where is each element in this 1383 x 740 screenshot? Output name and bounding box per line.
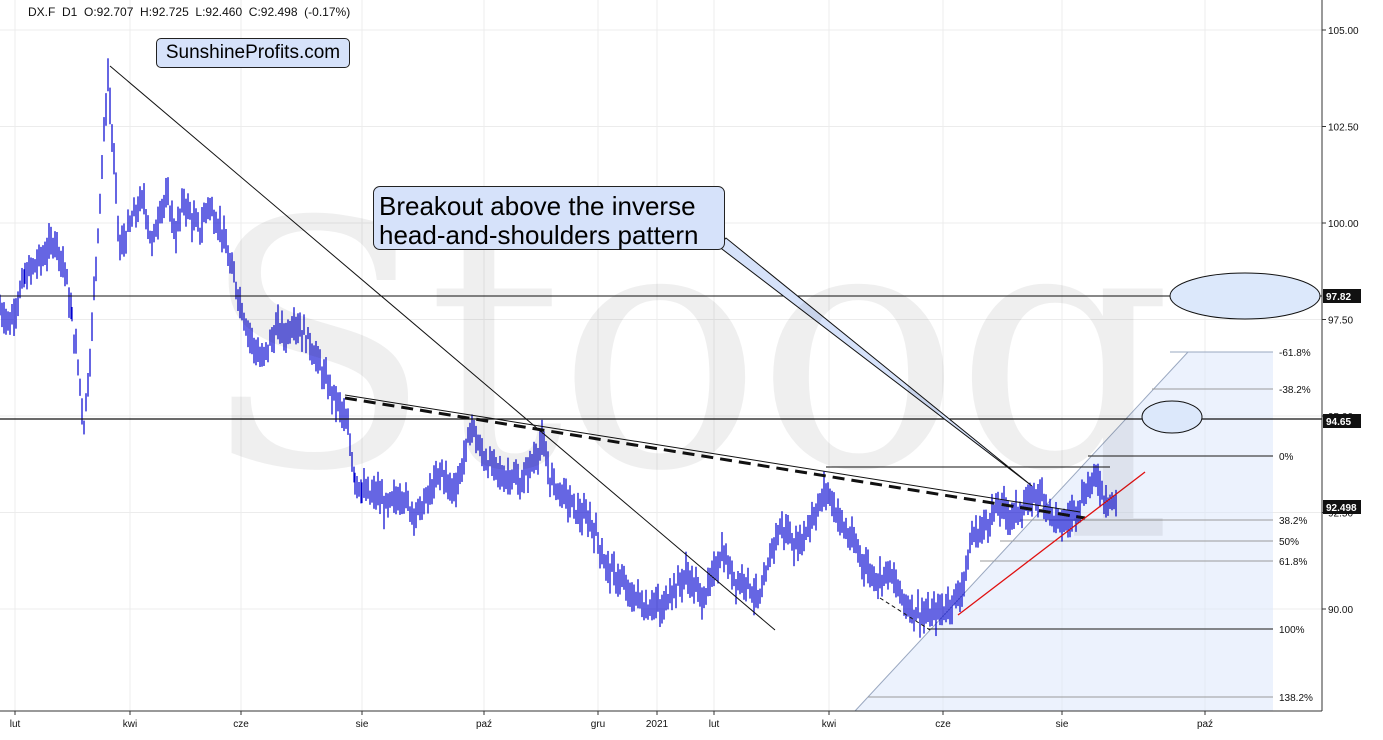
callout-line-1: Breakout above the inverse [379,191,696,221]
trend-lines [0,65,1322,631]
x-tick-label: sie [356,719,369,730]
fib-diagonal [854,351,1189,712]
price-label-box [1323,500,1361,514]
target-ellipse-upper [1169,272,1321,320]
fib-level-label: -38.2% [1279,385,1311,396]
y-tick-label: 102.50 [1328,123,1359,134]
neckline-dashed [344,396,1086,520]
fib-level-label: 138.2% [1279,693,1313,704]
price-label-box [1323,414,1361,428]
x-tick-label: cze [935,719,951,730]
price-label: 97.82 [1326,292,1351,303]
x-tick-label: cze [233,719,249,730]
fib-level-label: 100% [1279,625,1305,636]
price-label-box [1323,289,1361,303]
x-tick-label: paź [1197,719,1213,730]
callout-pointer [717,237,1033,487]
sunshineprofits-label: SunshineProfits.com [156,38,350,68]
x-tick-label: lut [10,719,21,730]
rising-support-line [957,471,1146,616]
y-tick-label: 90.00 [1328,605,1353,616]
x-tick-label: sie [1056,719,1069,730]
x-tick-label: paź [476,719,492,730]
price-label: 94.65 [1326,417,1351,428]
price-label: 92.498 [1326,503,1357,514]
price-bars [0,58,1117,638]
breakout-callout: Breakout above the inverse head-and-shou… [373,186,725,250]
fib-level-label: 61.8% [1279,557,1307,568]
x-tick-label: kwi [822,719,836,730]
callout-line-2: head-and-shoulders pattern [379,220,699,250]
x-tick-label: 2021 [646,719,669,730]
ohlc-readout: DX.F D1 O:92.707 H:92.725 L:92.460 C:92.… [28,5,351,19]
y-tick-label: 100.00 [1328,219,1359,230]
neckline-thin [344,394,1081,513]
y-tick-label: 105.00 [1328,26,1359,37]
fib-level-label: 0% [1279,452,1294,463]
target-ellipse-lower [1141,400,1203,434]
fib-level-label: 50% [1279,537,1299,548]
axes: 105.00102.50100.0097.5095.0092.5090.0097… [0,0,1361,730]
grid-lines [0,0,1322,711]
x-tick-label: lut [709,719,720,730]
x-tick-label: kwi [123,719,137,730]
downtrend-line [109,65,776,631]
fib-level-label: -61.8% [1279,348,1311,359]
y-tick-label: 97.50 [1328,316,1353,327]
x-tick-label: gru [591,719,605,730]
neckline-extension [879,597,931,631]
fib-level-label: 38.2% [1279,516,1307,527]
